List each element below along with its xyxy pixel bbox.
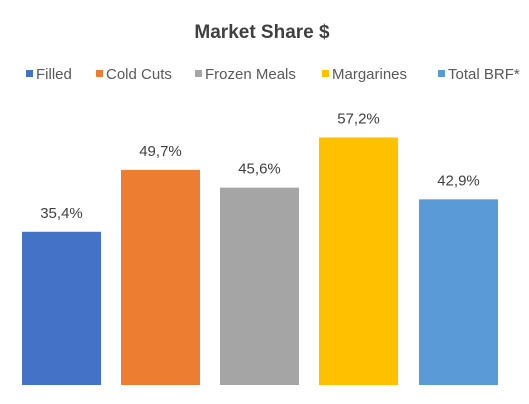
legend-label-total-brf: Total BRF* (448, 66, 520, 83)
data-label-filled: 35,4% (40, 205, 83, 222)
data-label-total-brf: 42,9% (437, 172, 480, 189)
legend-swatch-margarines (322, 70, 329, 77)
legend-label-margarines: Margarines (332, 66, 407, 83)
value-labels-group: 35,4% 49,7% 45,6% 57,2% 42,9% (40, 110, 480, 221)
legend-label-frozen-meals: Frozen Meals (205, 66, 296, 83)
legend-swatch-filled (26, 70, 33, 77)
data-label-frozen-meals: 45,6% (238, 161, 281, 178)
bar-margarines (319, 137, 398, 385)
data-label-margarines: 57,2% (337, 110, 380, 127)
bar-filled (22, 231, 101, 385)
legend: Filled Cold Cuts Frozen Meals Margarines Tot… (26, 66, 520, 83)
chart-title: Market Share $ (194, 22, 330, 43)
bars-group (22, 137, 498, 385)
legend-label-cold-cuts: Cold Cuts (106, 66, 172, 83)
data-label-cold-cuts: 49,7% (139, 143, 182, 160)
legend-label-filled: Filled (36, 66, 72, 83)
bar-total-brf (419, 199, 498, 385)
legend-swatch-total-brf (438, 70, 445, 77)
legend-swatch-cold-cuts (96, 70, 103, 77)
bar-cold-cuts (121, 169, 200, 385)
legend-swatch-frozen-meals (195, 70, 202, 77)
bar-frozen-meals (220, 187, 299, 385)
